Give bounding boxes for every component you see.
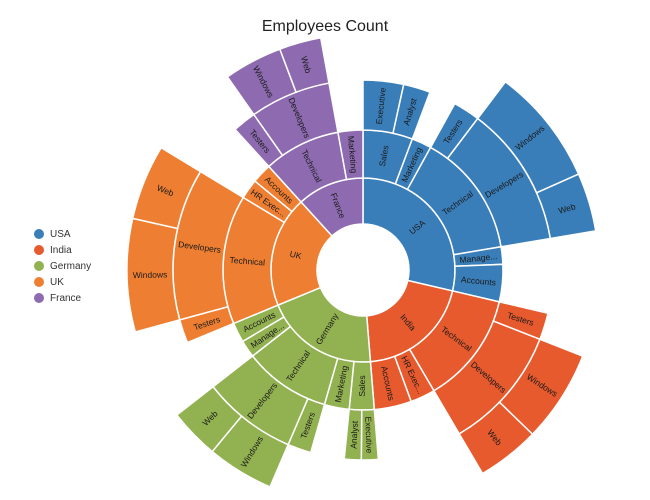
legend-marker [34, 293, 44, 303]
sunburst-label-usa-sales-executive: Executive [374, 87, 388, 125]
sunburst-segment-germany-technical-developers-web[interactable] [175, 385, 243, 453]
legend-label: Germany [50, 260, 92, 272]
sunburst-segment-usa-technical-developers-web[interactable] [535, 173, 597, 240]
legend-marker [34, 261, 44, 271]
legend-marker [34, 245, 44, 255]
sunburst-label-usa-accounts: Accounts [461, 274, 497, 287]
legend-item-france[interactable]: France [34, 290, 91, 306]
sunburst-label-germany-sales-analyst: Analyst [348, 420, 360, 449]
legend-label: India [50, 244, 72, 256]
sunburst-segment-india-technical-developers-web[interactable] [458, 401, 534, 475]
sunburst-label-germany-sales: Sales [357, 375, 367, 396]
legend-label: France [50, 292, 82, 304]
sunburst-segment-uk-technical-developers-web[interactable] [131, 146, 202, 230]
legend-marker [34, 277, 44, 287]
legend-label: USA [50, 228, 71, 240]
sunburst-label-uk-technical-developers-windows: Windows [133, 269, 168, 280]
sunburst-label-france-technical-developers-web: Web [299, 55, 313, 75]
sunburst-label-france-marketing: Marketing [346, 135, 359, 173]
sunburst-label-germany-sales-executive: Executive [363, 416, 374, 453]
sunburst-label-uk-technical: Technical [229, 255, 265, 268]
chart-title: Employees Count [261, 18, 389, 35]
sunburst-label-uk: UK [289, 249, 303, 261]
sunburst-label-usa-sales: Sales [377, 145, 391, 168]
legend-item-uk[interactable]: UK [34, 274, 91, 290]
sunburst-label-usa-technical-developers-web: Web [557, 201, 577, 216]
legend-label: UK [50, 276, 64, 288]
legend-item-india[interactable]: India [34, 242, 91, 258]
legend-item-usa[interactable]: USA [34, 226, 91, 242]
legend-marker [34, 229, 44, 239]
legend: USA India Germany UK France [34, 226, 91, 306]
sunburst-segment-france-technical-developers-web[interactable] [278, 36, 330, 94]
sunburst-label-usa-manage: Manage... [459, 251, 498, 265]
sunburst-segment-france-marketing[interactable] [337, 129, 364, 181]
legend-item-germany[interactable]: Germany [34, 258, 91, 274]
